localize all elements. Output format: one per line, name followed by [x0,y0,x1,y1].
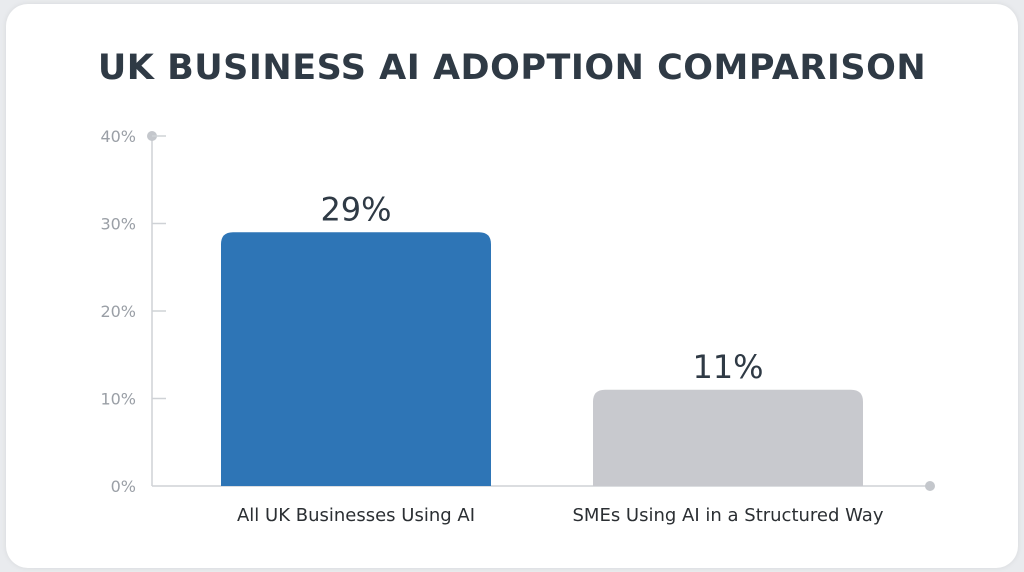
y-ticks: 0% 10% 20% 30% 40% [100,127,166,496]
bar-value-label: 29% [320,190,391,228]
y-tick-label: 30% [100,215,136,234]
chart-title: UK BUSINESS AI ADOPTION COMPARISON [97,48,927,88]
y-tick-label: 40% [100,127,136,146]
y-tick-label: 10% [100,390,136,409]
bar-1 [221,232,491,486]
x-category-label: All UK Businesses Using AI [237,505,475,526]
x-axis-end-dot [925,481,935,491]
y-tick-label: 20% [100,302,136,321]
y-tick-label: 0% [111,477,136,496]
x-category-label: SMEs Using AI in a Structured Way [573,505,884,526]
bar-value-label: 11% [692,348,763,386]
bar-2 [593,389,863,486]
bars: 29% All UK Businesses Using AI 11% SMEs Usi… [221,190,884,526]
